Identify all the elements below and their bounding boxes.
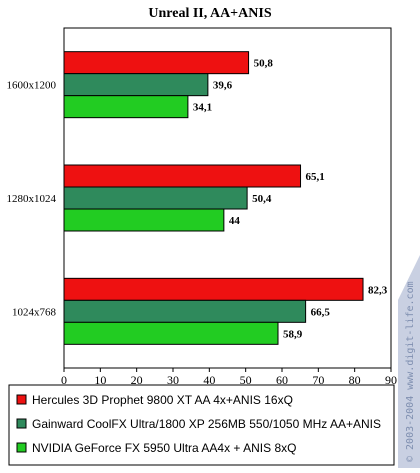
data-label: 50,4 bbox=[252, 193, 272, 205]
x-tick-label: 70 bbox=[312, 373, 324, 387]
data-label: 65,1 bbox=[306, 171, 325, 183]
data-label: 82,3 bbox=[368, 284, 388, 296]
data-label: 50,8 bbox=[254, 58, 274, 70]
chart-title: Unreal II, AA+ANIS bbox=[148, 6, 271, 21]
data-label: 44 bbox=[229, 215, 241, 227]
x-tick-label: 80 bbox=[349, 373, 361, 387]
x-tick-label: 0 bbox=[61, 373, 67, 387]
legend-box bbox=[8, 384, 395, 466]
plot-area: 1600x1200 50,8 39,634,1 1280x1024 65,1 50,4 44… bbox=[7, 27, 397, 387]
watermark-band bbox=[398, 255, 420, 468]
x-tick-label: 30 bbox=[167, 373, 179, 387]
data-label: 39,6 bbox=[213, 80, 233, 92]
x-tick-label: 90 bbox=[385, 373, 397, 387]
data-label: 58,9 bbox=[283, 328, 303, 340]
bar-1280x1024-series-3 bbox=[63, 208, 225, 232]
data-label: 66,5 bbox=[311, 306, 331, 318]
legend-swatch bbox=[16, 394, 27, 405]
bar-1024x768-series-1 bbox=[63, 277, 364, 301]
bar-1024x768-series-2 bbox=[63, 299, 307, 323]
x-tick-label: 10 bbox=[94, 373, 106, 387]
bar-1280x1024-series-1 bbox=[63, 164, 302, 188]
category-label: 1280x1024 bbox=[7, 193, 57, 205]
bar-1600x1200-series-2 bbox=[63, 73, 209, 97]
legend-swatch bbox=[16, 418, 27, 429]
bar-1600x1200-series-3 bbox=[63, 95, 189, 119]
x-tick-label: 60 bbox=[276, 373, 288, 387]
watermark-text: © 2003-2004 www.digit-life.com bbox=[405, 281, 416, 462]
bar-1600x1200-series-1 bbox=[63, 51, 250, 75]
data-label: 34,1 bbox=[193, 102, 212, 114]
x-tick-label: 40 bbox=[203, 373, 215, 387]
legend: Hercules 3D Prophet 9800 XT AA 4x+ANIS 1… bbox=[8, 384, 395, 466]
legend-label: Gainward CoolFX Ultra/1800 XP 256MB 550/… bbox=[32, 417, 381, 431]
category-label: 1600x1200 bbox=[7, 80, 57, 92]
bar-1024x768-series-3 bbox=[63, 321, 279, 345]
legend-label: Hercules 3D Prophet 9800 XT AA 4x+ANIS 1… bbox=[32, 393, 293, 407]
legend-swatch bbox=[16, 442, 27, 453]
category-label: 1024x768 bbox=[12, 306, 57, 318]
x-tick-label: 50 bbox=[240, 373, 252, 387]
x-tick-label: 20 bbox=[131, 373, 143, 387]
bar-1280x1024-series-2 bbox=[63, 186, 248, 210]
watermark: © 2003-2004 www.digit-life.com bbox=[398, 255, 420, 468]
legend-label: NVIDIA GeForce FX 5950 Ultra AA4x + ANIS… bbox=[32, 441, 296, 455]
